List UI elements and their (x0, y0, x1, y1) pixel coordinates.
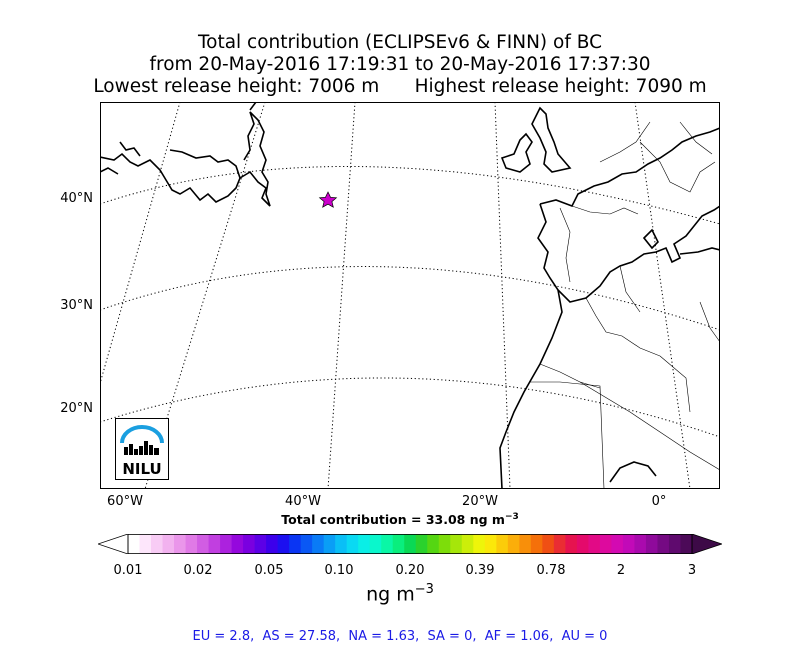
star-icon (318, 191, 338, 208)
colorbar-segment (496, 534, 509, 554)
lon-label-40w: 40°W (285, 494, 321, 509)
colorbar-segment (185, 534, 198, 554)
colorbar (98, 534, 722, 554)
colorbar-segment (507, 534, 520, 554)
colorbar-segment (254, 534, 267, 554)
unit-label-text: ng m (366, 583, 415, 606)
title-line-2: from 20-May-2016 17:19:31 to 20-May-2016… (149, 54, 651, 75)
colorbar-segment (300, 534, 313, 554)
colorbar-tick-label: 3 (687, 563, 697, 578)
lon-label-0: 0° (651, 494, 667, 509)
colorbar-segment (473, 534, 486, 554)
colorbar-segment (381, 534, 394, 554)
logo-text: NILU (122, 460, 161, 478)
colorbar-tick-label: 0.20 (395, 563, 425, 578)
colorbar-segment (197, 534, 210, 554)
country-borders (530, 121, 720, 489)
colorbar-segment (128, 534, 141, 554)
map (100, 102, 720, 489)
colorbar-segment (622, 534, 636, 554)
colorbar-segment (335, 534, 348, 554)
title-line-1: Total contribution (ECLIPSEv6 & FINN) of… (197, 32, 603, 53)
colorbar-tick-label: 0.39 (465, 563, 495, 578)
colorbar-extend-left (98, 534, 129, 554)
colorbar-segment (346, 534, 359, 554)
colorbar-segment (645, 534, 659, 554)
coastlines (100, 102, 720, 489)
colorbar-extend-right (691, 534, 722, 554)
colorbar-tick-label: 0.01 (113, 563, 143, 578)
colorbar-segment (289, 534, 302, 554)
colorbar-segment (220, 534, 233, 554)
colorbar-tick-label: 0.05 (254, 563, 284, 578)
lat-label-30n: 30°N (60, 298, 93, 313)
colorbar-segment (611, 534, 624, 554)
release-marker (318, 191, 338, 208)
total-contribution-exponent: −3 (504, 512, 519, 522)
nilu-logo: NILU (115, 418, 169, 480)
colorbar-segment (519, 534, 532, 554)
colorbar-segment (323, 534, 336, 554)
colorbar-segment (266, 534, 279, 554)
colorbar-segment (599, 534, 613, 554)
colorbar-segment (174, 534, 187, 554)
colorbar-segment (680, 534, 693, 554)
colorbar-segment (243, 534, 256, 554)
colorbar-segment (450, 534, 463, 554)
colorbar-segment (438, 534, 451, 554)
colorbar-segment (369, 534, 382, 554)
lat-label-20n: 20°N (60, 401, 93, 416)
colorbar-segment (565, 534, 578, 554)
lon-label-60w: 60°W (107, 494, 143, 509)
colorbar-tick-label: 0.78 (536, 563, 566, 578)
colorbar-segment (657, 534, 670, 554)
regional-contributions: EU = 2.8, AS = 27.58, NA = 1.63, SA = 0,… (192, 629, 608, 644)
colorbar-segment (415, 534, 428, 554)
colorbar-segment (312, 534, 325, 554)
colorbar-segment (484, 534, 497, 554)
colorbar-segment (634, 534, 647, 554)
colorbar-segment (668, 534, 682, 554)
colorbar-segment (231, 534, 244, 554)
colorbar-frame (127, 534, 693, 554)
colorbar-segment (277, 534, 290, 554)
colorbar-segment (151, 534, 164, 554)
colorbar-segment (358, 534, 371, 554)
map-canvas (100, 102, 720, 489)
total-contribution-text: Total contribution = 33.08 ng m (281, 512, 505, 528)
colorbar-tick-label: 0.02 (183, 563, 213, 578)
lon-label-20w: 20°W (462, 494, 498, 509)
colorbar-segment (530, 534, 543, 554)
colorbar-segment (139, 534, 152, 554)
colorbar-tick-label: 0.10 (324, 563, 354, 578)
colorbar-segment (542, 534, 555, 554)
lat-label-40n: 40°N (60, 191, 93, 206)
colorbar-segment (553, 534, 566, 554)
graticule (100, 102, 720, 489)
colorbar-segment (208, 534, 221, 554)
colorbar-segment (461, 534, 474, 554)
title-line-3: Lowest release height: 7006 m Highest re… (93, 76, 707, 97)
unit-label: ng m−3 (0, 582, 800, 605)
total-contribution: Total contribution = 33.08 ng m−3 (0, 512, 800, 527)
colorbar-segment (427, 534, 440, 554)
colorbar-segment (404, 534, 417, 554)
colorbar-segment (576, 534, 590, 554)
colorbar-segment (392, 534, 405, 554)
unit-label-exponent: −3 (414, 582, 434, 597)
colorbar-segment (162, 534, 175, 554)
colorbar-segment (588, 534, 601, 554)
colorbar-tick-label: 2 (616, 563, 626, 578)
